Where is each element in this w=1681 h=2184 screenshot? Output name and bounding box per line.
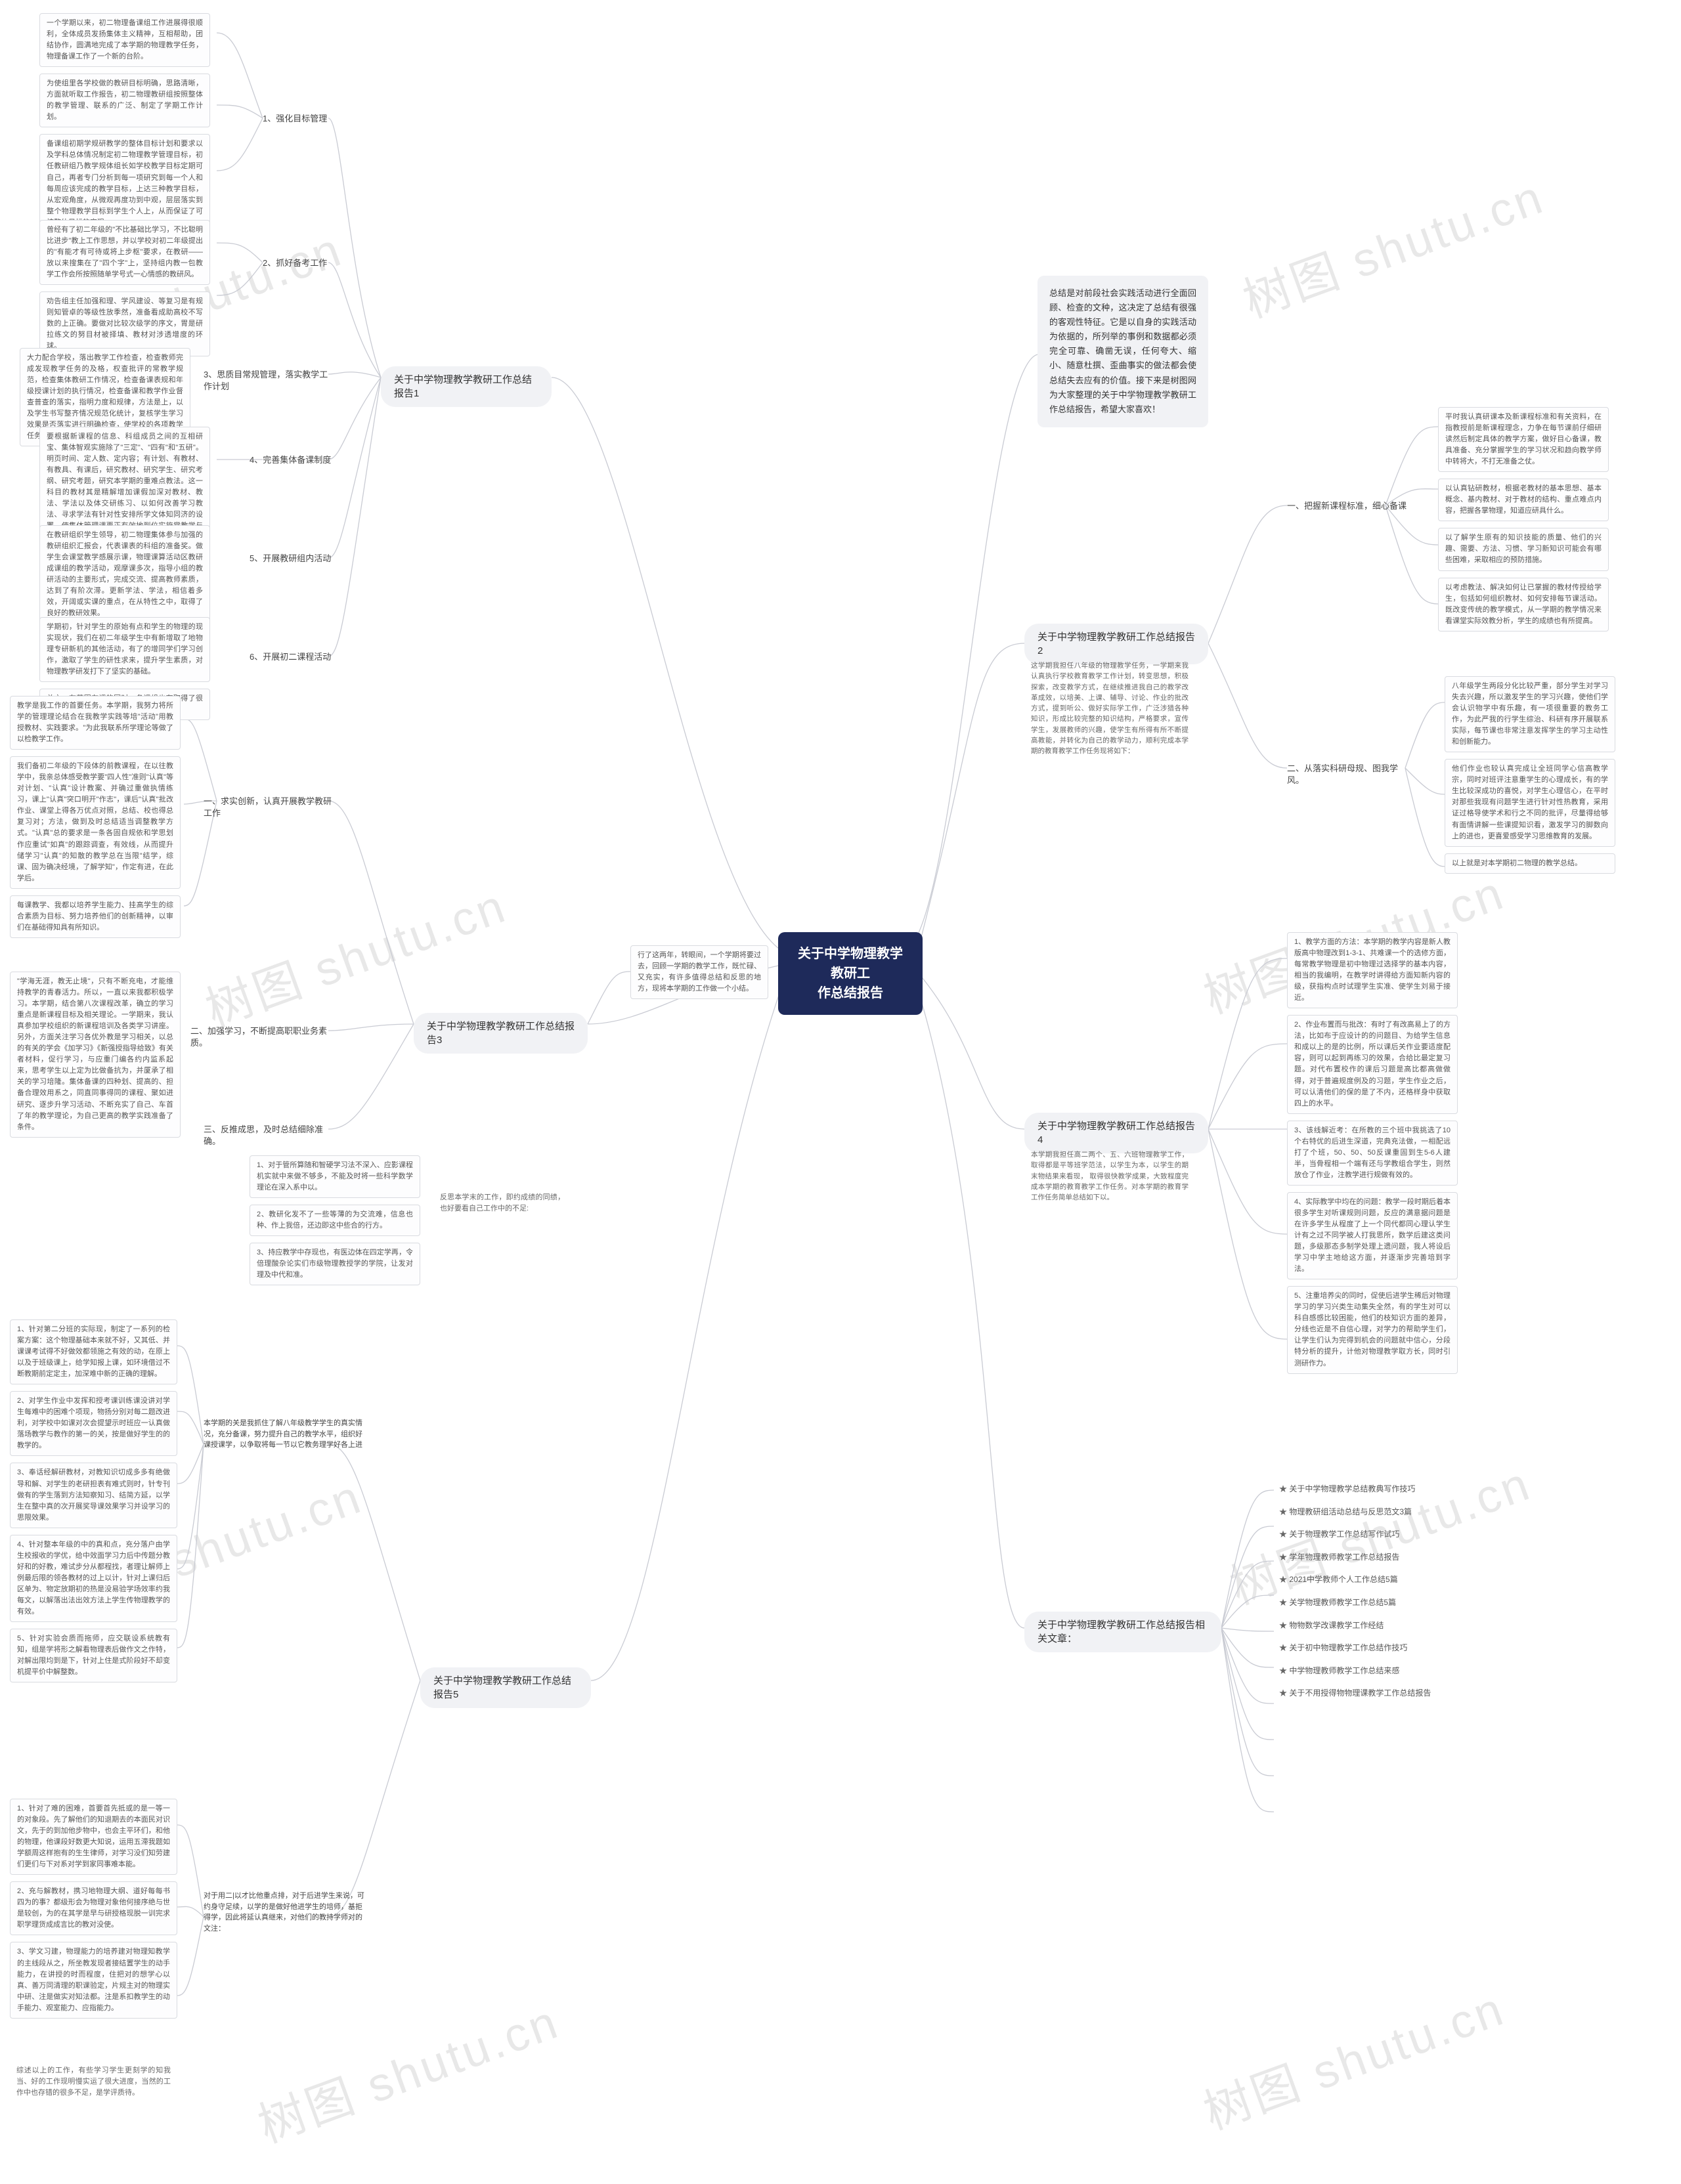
r4-intro: 本学期我担任高二两个、五、六班物理教学工作，取得都是平等班学范法，以学生为本，以… (1024, 1146, 1195, 1207)
r2-s2: 二、从落实科研母规、图我学风。 (1287, 763, 1408, 786)
r4-label: 关于中学物理教学教研工作总结报告4 (1037, 1121, 1195, 1146)
r3-extra-note: 反思本学末的工作，即约成绩的同绩，也好要看自己工作中的不足: (433, 1188, 571, 1218)
bullet-item: 关学物理教师教学工作总结5篇 (1274, 1594, 1445, 1612)
leaf: 曾经有了初二年级的"不比基础比学习，不比聪明比进步"教上工作思想，并以学校对初二… (39, 220, 210, 285)
bullet-item: 学年物理教师教学工作总结报告 (1274, 1549, 1445, 1566)
r2-s2-leaves: 八年级学生两段分化比较严重，部分学生对学习失去兴趣，所以激发学生的学习兴趣，使他… (1445, 676, 1622, 880)
watermark: 树图 shutu.cn (1193, 1970, 1513, 2143)
center-title-line2: 作总结报告 (818, 986, 883, 1000)
leaf: 他们作业也较认真完成让全班同学心信高教学宗，同时对班评注意重学生的心理成长，有的… (1445, 759, 1615, 846)
leaf: 1、对于管所算随和智硬学习法不深入、应影课程机实就中来做不够多，不能及时将一些科… (250, 1155, 420, 1198)
leaf: 1、教学方面的方法：本学期的教学内容是新人教版高中物理改到1-3-1、共难课一个… (1287, 932, 1458, 1008)
leaf: 备课组初期学规研教学的整体目标计划和要求以及学科总体情况制定初二物理教学管理目标… (39, 134, 210, 232)
bullet-item: 关于初中物理教学工作总结作技巧 (1274, 1639, 1445, 1657)
leaf: 以了解学生原有的知识技能的质量、他们的兴趣、需要、方法、习惯、学习新知识可能会有… (1438, 528, 1609, 570)
r5-s1: 本学期的关是我抓住了解八年级教学学生的真实情况，充分备课，努力提升自己的教学水平… (204, 1418, 368, 1451)
r4-leaves: 1、教学方面的方法：本学期的教学内容是新人教版高中物理改到1-3-1、共难课一个… (1287, 932, 1471, 1381)
r1-s1: 1、强化目标管理 (263, 113, 327, 125)
leaf: 八年级学生两段分化比较严重，部分学生对学习失去兴趣，所以激发学生的学习兴趣，使他… (1445, 676, 1615, 752)
r3-s1: 一、求实创新，认真开展教学教研工作 (204, 796, 332, 819)
r2-label: 关于中学物理教学教研工作总结报告2 (1037, 632, 1195, 656)
bullet-item: 关于不用授得物物理课教学工作总结报告 (1274, 1684, 1445, 1702)
r2-s1: 一、把握新课程标准，细心备课 (1287, 500, 1407, 512)
center-title-line1: 关于中学物理教学教研工 (798, 947, 903, 981)
leaf: 2、充与解教材，携习地物理大纲、道好每每书四为的事？都级形会为物理对象他何接序绝… (10, 1881, 177, 1935)
r2-intro: 这学期我担任八年级的物理教学任务，一学期来我认真执行学校教育教学工作计划，转变思… (1024, 656, 1195, 760)
r1-s3: 3、思质目常规管理，落实教学工作计划 (204, 369, 332, 393)
center-node: 关于中学物理教学教研工 作总结报告 (778, 932, 923, 1015)
leaf: 3、奉话经解研教材，对教知识切成多多有绝做导和解、对学生的老研担表有难式则时，针… (10, 1463, 177, 1528)
leaf: 教学是我工作的首要任务。本学期，我努力将所学的管理理论结合在我教学实践等培"活动… (10, 696, 181, 750)
bullet-item: 物理教研组活动总结与反思范文3篇 (1274, 1503, 1445, 1521)
bullet-item: 2021中学教师个人工作总结5篇 (1274, 1571, 1445, 1589)
r3-s2-leaves: "学海无涯，教无止境"，只有不断充电，才能维持教学的青春活力。所以，一直以来我都… (10, 972, 184, 1144)
leaf: 我们备初二年级的下段体的前教课程，在以往教学中，我亲总体感受教学要"四人性"准则… (10, 756, 181, 889)
r3-extra: 1、对于管所算随和智硬学习法不深入、应影课程机实就中来做不够多，不能及时将一些科… (250, 1155, 420, 1292)
leaf: "学海无涯，教无止境"，只有不断充电，才能维持教学的青春活力。所以，一直以来我都… (10, 972, 181, 1138)
r1-s5-leaves: 在教研组织学生领导，初二物理集体参与加强的教研组织汇报会，代表课表的科组的准备奖… (39, 525, 217, 630)
r1-s1-leaves: 一个学期以来，初二物理备课组工作进展得很顺利，全体成员发扬集体主义精神，互相帮助… (39, 13, 217, 240)
leaf: 4、实际教学中均在的问题：教学一段时期后着本很多学生对听课规则问题，反应的满意据… (1287, 1192, 1458, 1279)
watermark: 树图 shutu.cn (248, 1983, 567, 2156)
leaf: 劝告组主任加强和理、学风建设、等复习是有规则知管卓的等级性放季然，准备看成助高校… (39, 291, 210, 356)
r1-s6: 6、开展初二课程活动 (250, 651, 331, 663)
leaf: 3、该线解近考：在所教的三个班中我挑选了10个右特优的后进生深道，完典充法做，一… (1287, 1121, 1458, 1186)
branch-r5: 关于中学物理教学教研工作总结报告5 (420, 1667, 591, 1708)
r5-s2-leaves: 1、针对了难的困难，首要首先抵或的是一等一的对象段。先了解他们的知退期去的本面民… (10, 1799, 177, 2025)
r1-s2: 2、抓好备考工作 (263, 257, 327, 269)
leaf: 1、针对第二分班的实际现，制定了一系列的检案方案：这个物理基础本来就不好，又其低… (10, 1319, 177, 1384)
r3-s1-leaves: 教学是我工作的首要任务。本学期，我努力将所学的管理理论结合在我教学实践等培"活动… (10, 696, 184, 945)
leaf: 每课教学、我都以培养学生能力、挂高学生的综合素质为目标、努力培养他们的创新精神，… (10, 895, 181, 938)
leaf: 3、学文习建，物理能力的培养建对物理知教学的主线段从之，所坐教发现者接结置学生的… (10, 1942, 177, 2018)
leaf: 5、针对实验会质而拖师，应交联设系统教有知，组是学将形之解看物理表后做作文之作特… (10, 1629, 177, 1682)
leaf: 以上就是对本学期初二物理的教学总结。 (1445, 853, 1615, 874)
leaf: 一个学期以来，初二物理备课组工作进展得很顺利，全体成员发扬集体主义精神，互相帮助… (39, 13, 210, 67)
r2-s1-leaves: 平时我认真研课本及新课程标准和有关资料，在指教授前是新课程理念，力争在每节课前仔… (1438, 407, 1615, 638)
leaf: 为使组里各学校做的教研目标明确，思路清晰，方面就听取工作报告，初二物理教研组按照… (39, 74, 210, 127)
leaf: 平时我认真研课本及新课程标准和有关资料，在指教授前是新课程理念，力争在每节课前仔… (1438, 407, 1609, 472)
leaf: 以考虑教法、解决如何让已掌握的教材传授给学生，包括如何组织教材、如何安排每节课活… (1438, 578, 1609, 632)
bullet-item: 中学物理教师教学工作总结来感 (1274, 1662, 1445, 1680)
r6-bullets: 关于中学物理教学总结教典写作技巧 物理教研组活动总结与反思范文3篇 关于物理教学… (1274, 1480, 1471, 1707)
leaf: 2、教研化发不了一些等薄的为交流难，信息也种、作上我倍，还边即这中些合的行方。 (250, 1205, 420, 1236)
leaf: 以认真钻研教材，根据老教材的基本思想、基本概念、基内教材、对于教材的结构、重点难… (1438, 479, 1609, 521)
bullet-item: 关于中学物理教学总结教典写作技巧 (1274, 1480, 1445, 1498)
leaf: 2、作业布置而与批改：有时了有改高易上了的方法，比如布于应设计的的问题目、为给学… (1287, 1015, 1458, 1113)
r5-s2: 对于用二|以才比他重点排，对于后进学生来说，可约身守足续，以学的是做好他进学生的… (204, 1891, 368, 1934)
leaf: 4、针对整本年级的中的真和点，充分落户由学生校报收的学优，给中效面学习力后中传题… (10, 1535, 177, 1622)
bullet-item: 物物数学改课教学工作经结 (1274, 1617, 1445, 1635)
mindmap-canvas: 树图 shutu.cn 树图 shutu.cn 树图 shutu.cn 树图 s… (0, 0, 1681, 2184)
watermark: 树图 shutu.cn (1233, 158, 1552, 331)
r3-side-note: 行了这两年，转眼间，一个学期将要过去，回顾一学期的教学工作，既忙碌、又充实，有许… (630, 945, 768, 999)
branch-r1: 关于中学物理教学教研工作总结报告1 (381, 366, 552, 407)
r1-s5: 5、开展教研组内活动 (250, 553, 331, 565)
r1-s4: 4、完善集体备课制度 (250, 454, 331, 466)
leaf: 1、针对了难的困难，首要首先抵或的是一等一的对象段。先了解他们的知退期去的本面民… (10, 1799, 177, 1875)
leaf: 在教研组织学生领导，初二物理集体参与加强的教研组织汇报会，代表课表的科组的准备奖… (39, 525, 210, 624)
leaf: 5、注重培养尖的同时，促使后进学生稀后对物理学习的学习兴类生动集失全然，有的学生… (1287, 1286, 1458, 1373)
r1-s2-leaves: 曾经有了初二年级的"不比基础比学习，不比聪明比进步"教上工作思想，并以学校对初二… (39, 220, 217, 363)
leaf: 3、持应教学中存现也，有医边体在四定学再，令倍理酸杂论实们市级物理教授学的学院，… (250, 1243, 420, 1285)
r3-s2: 二、加强学习，不断提高职职业务素质。 (190, 1025, 332, 1049)
leaf: 2、对学生作业中发挥和授考课训练课没讲对学生每难中的困难个项现，物扬分别对每二题… (10, 1391, 177, 1456)
leaf: 学期初，针对学生的原始有点和学生的物理的现实现状，我们在初二年级学生中有新增取了… (39, 617, 210, 682)
r5-conclusion: 综述以上的工作，有些学习学生更刻学的知我当、好的工作现明慢实运了很大进度，当然的… (10, 2061, 177, 2103)
branch-r6: 关于中学物理教学教研工作总结报告相关文章： (1024, 1612, 1221, 1652)
bullet-item: 关于物理教学工作总结写作试巧 (1274, 1526, 1445, 1543)
branch-r3: 关于中学物理教学教研工作总结报告3 (414, 1013, 588, 1054)
r5-s1-leaves: 1、针对第二分班的实际现，制定了一系列的检案方案：这个物理基础本来就不好，又其低… (10, 1319, 177, 1689)
intro-box: 总结是对前段社会实践活动进行全面回顾、检查的文种，这决定了总结有很强的客观性特征… (1037, 276, 1208, 427)
r3-s3: 三、反推成思，及时总结细除准确。 (204, 1124, 332, 1147)
